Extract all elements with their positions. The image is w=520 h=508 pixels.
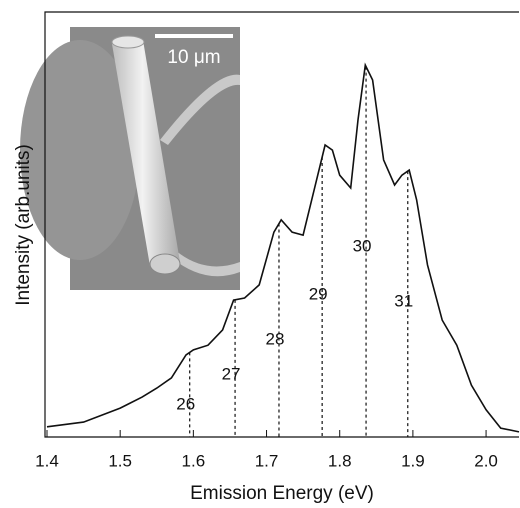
inset-rod-end — [149, 253, 181, 275]
x-tick-label: 1.7 — [255, 451, 279, 470]
inset-ring — [172, 250, 240, 277]
x-axis-label: Emission Energy (eV) — [190, 483, 374, 504]
x-tick-label: 1.4 — [35, 451, 59, 470]
inset-rod-end — [111, 35, 145, 49]
scale-label: 10 μm — [167, 47, 220, 68]
inset-disk — [20, 40, 140, 260]
x-tick-label: 1.5 — [108, 451, 132, 470]
y-axis-label: Intensity (arb.units) — [13, 144, 34, 306]
mode-label: 27 — [222, 364, 241, 383]
plot-frame — [44, 11, 519, 438]
mode-label: 26 — [176, 394, 195, 413]
x-tick-label: 1.8 — [328, 451, 352, 470]
x-tick-label: 1.9 — [401, 451, 425, 470]
inset-image: 10 μm — [20, 27, 240, 290]
mode-label: 29 — [309, 284, 328, 303]
mode-label: 31 — [394, 291, 413, 310]
mode-label: 28 — [266, 329, 285, 348]
x-tick-label: 1.6 — [182, 451, 206, 470]
inset-ring — [160, 74, 240, 145]
scale-bar — [155, 34, 233, 38]
x-tick-label: 2.0 — [474, 451, 498, 470]
spectrum-line — [46, 62, 520, 433]
mode-label: 30 — [353, 236, 372, 255]
inset-rod — [112, 40, 180, 266]
